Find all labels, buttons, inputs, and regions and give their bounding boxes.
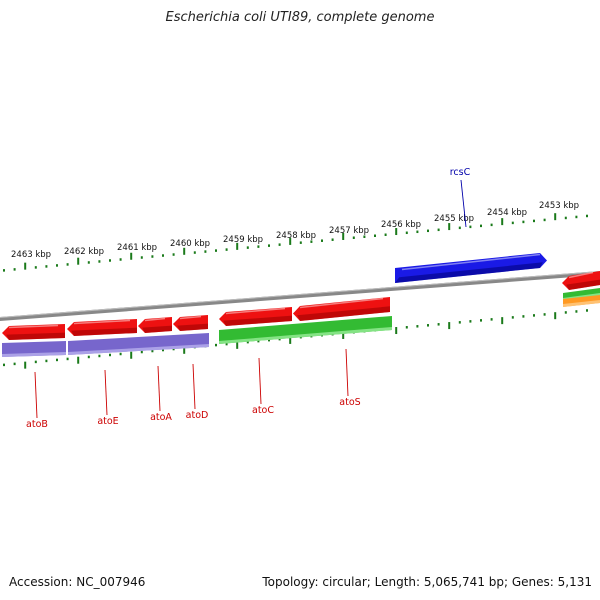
- gene-leader-line: [104, 369, 108, 416]
- gene-atoA-arrow: [138, 317, 172, 333]
- gene-leader-line: [460, 179, 467, 228]
- ruler-outer-ticks: [3, 213, 588, 272]
- ruler-label: 2462 kbp: [64, 247, 104, 257]
- gene-name: rcsC: [450, 167, 471, 178]
- cds-orange-1: [563, 295, 600, 307]
- gene-atoD-arrow: [173, 315, 208, 331]
- gene-label-atoS: atoS: [339, 348, 361, 408]
- gene-label-rcsC: rcsC: [450, 167, 471, 228]
- backbone-highlight: [0, 270, 600, 319]
- gene-label-atoC: atoC: [252, 357, 274, 416]
- gene-atoE-arrow: [67, 319, 137, 336]
- ruler-label: 2463 kbp: [11, 250, 51, 260]
- gene-atoC-arrow: [219, 307, 292, 326]
- ruler-label: 2455 kbp: [434, 214, 474, 224]
- cds-purple-1: [2, 341, 66, 357]
- gene-leader-line: [34, 371, 38, 419]
- ruler-label: 2459 kbp: [223, 235, 263, 245]
- ruler-label: 2461 kbp: [117, 243, 157, 253]
- cds-purple-2: [68, 333, 209, 355]
- gene-atoB-arrow: [2, 324, 65, 340]
- gene-name: atoE: [97, 416, 118, 427]
- gene-name: atoB: [26, 419, 48, 430]
- gene-label-atoB: atoB: [26, 371, 48, 430]
- ruler-label: 2458 kbp: [276, 231, 316, 241]
- ruler-inner-ticks: [3, 309, 588, 369]
- gene-label-atoA: atoA: [150, 365, 172, 423]
- ruler-label: 2454 kbp: [487, 208, 527, 218]
- ruler-labels: 2463 kbp 2462 kbp 2461 kbp 2460 kbp 2459 kbp…: [11, 201, 579, 260]
- ruler-label: 2457 kbp: [329, 226, 369, 236]
- gene-leader-line: [157, 365, 161, 412]
- gene-leader-line: [192, 363, 196, 410]
- gene-leader-line: [345, 348, 349, 397]
- gene-name: atoC: [252, 405, 274, 416]
- genome-backbone: [0, 270, 600, 322]
- gene-leader-line: [258, 357, 262, 405]
- gene-right-edge-arrow: [562, 271, 600, 290]
- genome-title: Escherichia coli UTI89, complete genome: [165, 10, 435, 25]
- gene-atoS-arrow: [293, 297, 390, 321]
- ruler-label: 2460 kbp: [170, 239, 210, 249]
- gene-label-atoE: atoE: [97, 369, 119, 427]
- gene-label-atoD: atoD: [186, 363, 209, 421]
- accession-label: Accession: NC_007946: [9, 575, 146, 589]
- ruler-label: 2456 kbp: [381, 220, 421, 230]
- gene-name: atoS: [339, 397, 360, 408]
- cds-green-1: [219, 316, 392, 344]
- ruler-label: 2453 kbp: [539, 201, 579, 211]
- gene-labels: atoB atoE atoA atoD atoC atoS rcsC: [26, 167, 471, 430]
- gene-name: atoD: [186, 410, 209, 421]
- genome-summary: Topology: circular; Length: 5,065,741 bp…: [262, 575, 592, 589]
- gene-name: atoA: [150, 412, 172, 423]
- gene-rcsC-arrow: [395, 253, 547, 283]
- feature-tracks: [2, 253, 600, 357]
- backbone-line: [0, 270, 600, 322]
